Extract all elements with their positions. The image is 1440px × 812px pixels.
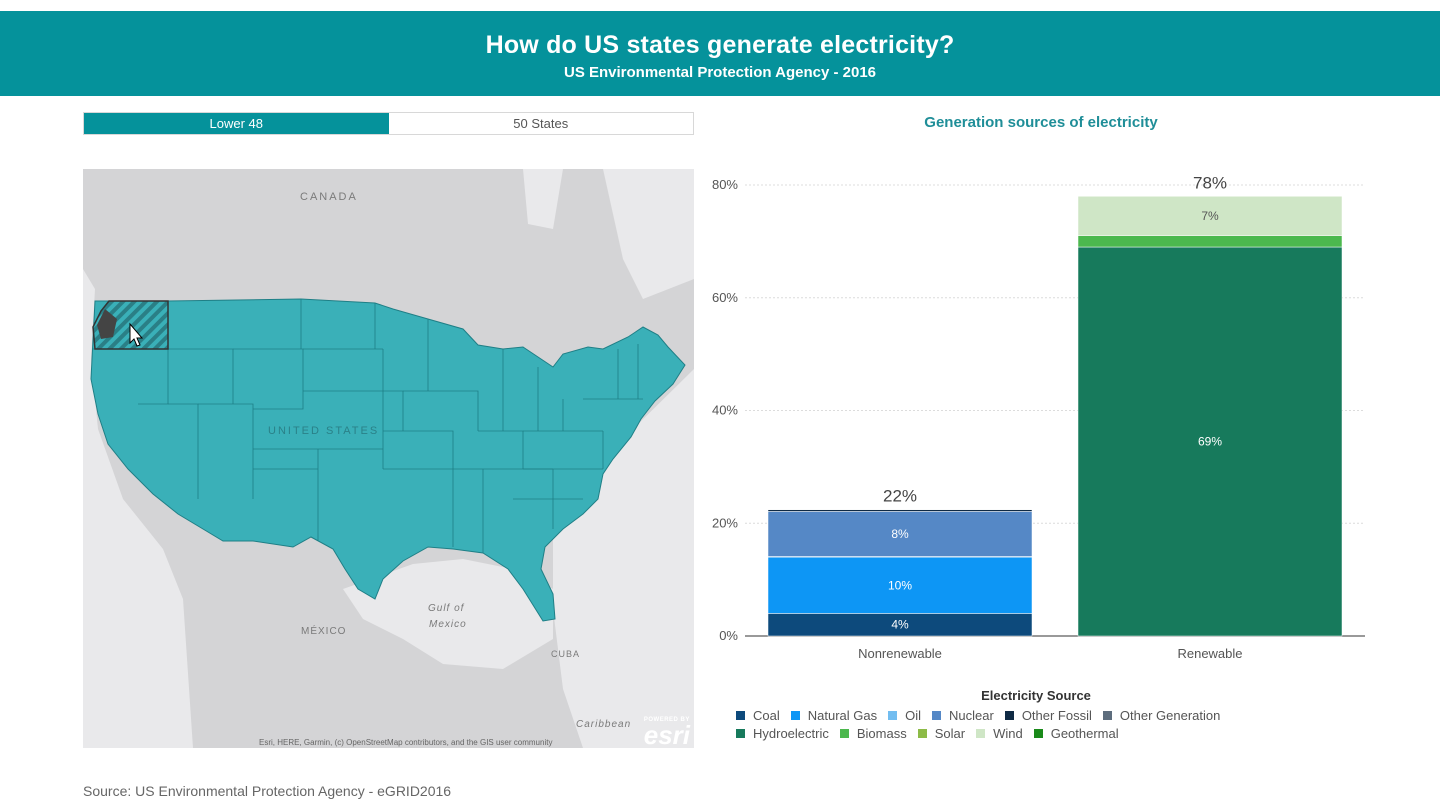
bar-segment-label: 4% [891, 618, 909, 632]
y-tick-label: 40% [712, 403, 738, 418]
legend-row: Coal Natural Gas Oil Nuclear Other Fossil Oth… [736, 706, 1376, 724]
esri-logo[interactable]: POWERED BY esri [643, 717, 690, 748]
bar-segment[interactable] [767, 509, 1033, 512]
x-tick-label: Renewable [1177, 646, 1242, 661]
legend-label: Geothermal [1050, 725, 1119, 741]
lower-48-states[interactable] [90, 298, 686, 622]
legend-label: Other Generation [1119, 707, 1221, 723]
esri-powered-by: POWERED BY [643, 717, 690, 723]
atlantic-water [553, 369, 694, 748]
legend-swatch [917, 728, 927, 738]
page-subtitle: US Environmental Protection Agency - 201… [563, 64, 877, 81]
y-tick-label: 0% [719, 628, 738, 643]
bar-segment-label: 8% [891, 527, 909, 541]
legend-label: Natural Gas [807, 707, 878, 723]
legend-label: Solar [934, 725, 966, 741]
bar-segment[interactable] [767, 511, 1033, 557]
legend-title: Electricity Source [981, 688, 1091, 703]
legend-item[interactable]: Oil [888, 708, 921, 723]
bar-segment[interactable] [1077, 196, 1343, 236]
y-tick-label: 60% [712, 290, 738, 305]
legend-item[interactable]: Wind [976, 726, 1023, 741]
map-canvas[interactable] [83, 169, 694, 748]
puget-sound [97, 309, 117, 339]
label-caribbean: Caribbean [576, 719, 632, 730]
legend-item[interactable]: Geothermal [1033, 725, 1119, 741]
legend-swatch [736, 728, 745, 738]
gulf-water [343, 559, 553, 669]
bar-total-label: 22% [883, 487, 917, 506]
legend-swatch [976, 728, 986, 738]
legend-label: Oil [905, 707, 922, 723]
bar-segment-label: 7% [1201, 209, 1219, 223]
label-canada: CANADA [300, 191, 358, 203]
legend-label: Nuclear [949, 707, 994, 723]
toggle-50-states[interactable]: 50 States [513, 116, 569, 131]
legend-swatch [1102, 710, 1112, 720]
bar-total-label: 78% [1193, 173, 1227, 192]
bar-segment[interactable] [1077, 235, 1343, 248]
legend-label: Coal [753, 707, 780, 723]
pacific-water [83, 269, 193, 748]
toggle-lower-48[interactable]: Lower 48 [84, 113, 389, 134]
legend-swatch [790, 710, 800, 720]
top-strip [0, 0, 1440, 11]
label-gulf-1: Gulf of [428, 603, 465, 614]
us-states-map[interactable]: CANADA UNITED STATES MÉXICO Gulf of Mexi… [83, 169, 694, 748]
chart-legend: Electricity Source Coal Natural Gas Oil Nuc… [736, 688, 1376, 742]
legend-item[interactable]: Nuclear [932, 708, 994, 723]
label-usa: UNITED STATES [268, 425, 380, 437]
label-cuba: CUBA [551, 649, 581, 659]
hudson-bay-water [523, 169, 563, 229]
legend-item[interactable]: Hydroelectric [736, 726, 829, 741]
bar-segment-label: 10% [888, 578, 912, 592]
source-note: Source: US Environmental Protection Agen… [83, 783, 452, 799]
page-title: How do US states generate electricity? [485, 31, 955, 59]
y-tick-label: 80% [712, 177, 738, 192]
legend-swatch [1004, 710, 1014, 720]
legend-swatch [1033, 728, 1043, 738]
legend-swatch [932, 710, 942, 720]
x-tick-label: Nonrenewable [858, 646, 942, 661]
esri-wordmark: esri [643, 720, 690, 748]
bar-segment-label: 69% [1198, 435, 1222, 449]
stacked-bar-chart[interactable]: 0% 20% 40% 60% 80% 4% 10% 8% 22% Nonrenewable 69% 7… [700, 170, 1380, 680]
legend-swatch [888, 710, 898, 720]
region-toggle: Lower 48 50 States [83, 112, 694, 135]
legend-item[interactable]: Biomass [839, 725, 907, 741]
legend-label: Wind [993, 725, 1023, 741]
legend-row: Hydroelectric Biomass Solar Wind Geothermal [736, 724, 1376, 742]
header-banner: How do US states generate electricity? U… [0, 11, 1440, 96]
y-tick-label: 20% [712, 515, 738, 530]
chart-title: Generation sources of electricity [924, 114, 1158, 131]
atlantic-north-water [603, 169, 694, 299]
bar-segment[interactable] [767, 556, 1033, 614]
legend-item[interactable]: Coal [736, 708, 780, 723]
legend-swatch [736, 710, 745, 720]
legend-item[interactable]: Other Generation [1102, 707, 1221, 723]
legend-item[interactable]: Natural Gas [790, 707, 878, 723]
legend-item[interactable]: Other Fossil [1004, 707, 1092, 723]
mouse-cursor-icon [129, 322, 144, 347]
legend-label: Biomass [856, 725, 907, 741]
map-attribution[interactable]: Esri, HERE, Garmin, (c) OpenStreetMap co… [259, 738, 553, 747]
bar-segment[interactable] [1077, 246, 1343, 637]
legend-label: Hydroelectric [753, 725, 829, 741]
label-gulf-2: Mexico [429, 619, 467, 630]
legend-label: Other Fossil [1021, 707, 1092, 723]
legend-item[interactable]: Solar [917, 725, 966, 741]
legend-swatch [839, 728, 849, 738]
state-borders [93, 299, 643, 553]
label-mexico: MÉXICO [301, 626, 347, 637]
